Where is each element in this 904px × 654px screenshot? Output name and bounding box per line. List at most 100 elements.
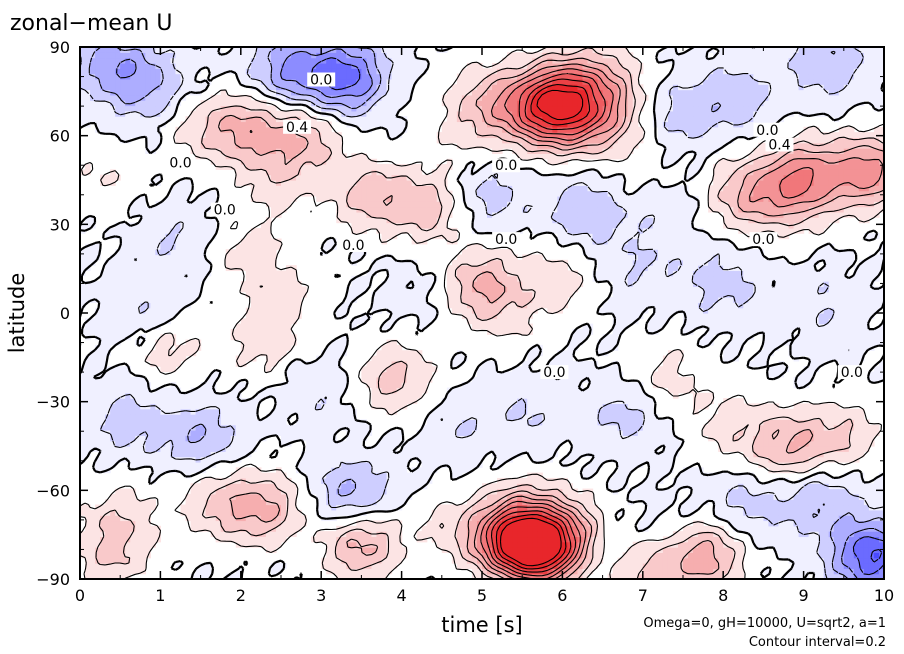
heat-cell [250, 483, 257, 490]
heat-cell [245, 467, 252, 474]
heat-cell [140, 440, 146, 447]
heat-cell [230, 52, 237, 59]
heat-cell [270, 73, 277, 80]
heat-cell [341, 89, 347, 96]
heat-cell [155, 467, 162, 474]
heat-cell [130, 302, 136, 309]
heat-cell [205, 525, 212, 532]
heat-cell [321, 371, 327, 378]
heat-cell [366, 110, 373, 117]
heat-cell [95, 62, 101, 69]
heat-cell [260, 89, 267, 96]
heat-cell [125, 78, 131, 85]
heat-cell [406, 62, 413, 69]
heat-cell [140, 132, 146, 139]
heat-cell [110, 84, 116, 91]
heat-cell [105, 110, 111, 117]
heat-cell [351, 84, 357, 91]
heat-cell [195, 419, 202, 426]
heat-cell [260, 509, 267, 516]
heat-cell [341, 62, 347, 69]
heat-cell [286, 318, 292, 325]
heat-cell [331, 398, 337, 405]
heat-cell [466, 84, 473, 91]
heat-cell [85, 376, 91, 383]
heat-cell [301, 398, 307, 405]
heat-cell [386, 270, 393, 277]
heat-cell [245, 344, 252, 351]
heat-cell [386, 265, 393, 272]
heat-cell [356, 440, 363, 447]
heat-cell [381, 392, 388, 399]
heat-cell [205, 217, 212, 224]
heat-cell [321, 483, 327, 490]
heat-cell [100, 360, 106, 367]
heat-cell [255, 344, 262, 351]
heat-cell [371, 456, 378, 463]
heat-cell [366, 499, 373, 506]
heat-cell [250, 105, 257, 112]
heat-cell [85, 547, 91, 553]
heat-cell [145, 142, 151, 149]
heat-cell [281, 531, 287, 538]
heat-cell [245, 472, 252, 479]
heat-cell [291, 148, 297, 154]
heat-cell [160, 387, 167, 394]
heat-cell [275, 142, 282, 149]
heat-cell [165, 446, 172, 452]
heat-cell [185, 265, 192, 272]
heat-cell [145, 446, 151, 452]
heat-cell [381, 525, 388, 532]
heat-cell [265, 185, 272, 192]
heat-cell [331, 57, 337, 64]
heat-cell [250, 504, 257, 511]
heat-cell [391, 307, 398, 314]
heat-cell [105, 424, 111, 431]
heat-cell [95, 243, 101, 250]
heat-cell [281, 62, 287, 69]
heat-cell [135, 536, 141, 543]
heat-cell [250, 180, 257, 186]
heat-cell [265, 238, 272, 245]
heat-cell [265, 254, 272, 261]
heat-cell [95, 414, 101, 420]
heat-cell [85, 281, 91, 287]
heat-cell [115, 435, 121, 442]
heat-cell [451, 525, 458, 532]
heat-cell [466, 185, 473, 192]
heat-cell [235, 531, 242, 538]
heat-cell [230, 446, 237, 452]
heat-cell [391, 499, 398, 506]
heat-cell [366, 382, 373, 389]
heat-cell [210, 456, 217, 463]
heat-cell [336, 153, 342, 160]
heat-cell [185, 440, 192, 447]
heat-cell [95, 382, 101, 389]
heat-cell [431, 531, 438, 538]
heat-cell [85, 552, 91, 559]
heat-cell [336, 142, 342, 149]
heat-cell [351, 430, 357, 436]
heat-cell [135, 557, 141, 564]
heat-cell [341, 78, 347, 85]
heat-cell [275, 126, 282, 133]
heat-cell [245, 307, 252, 314]
heat-cell [431, 435, 438, 442]
heat-cell [185, 116, 192, 123]
heat-cell [140, 313, 146, 319]
heat-cell [401, 392, 408, 399]
heat-cell [175, 249, 182, 256]
heat-cell [466, 525, 473, 532]
heat-cell [275, 430, 282, 436]
heat-cell [85, 531, 91, 538]
heat-cell [301, 132, 307, 139]
heat-cell [436, 525, 443, 532]
heat-cell [356, 195, 363, 202]
heat-cell [381, 110, 388, 117]
heat-cell [195, 504, 202, 511]
heat-cell [366, 467, 373, 474]
heat-cell [85, 217, 91, 224]
heat-cell [270, 195, 277, 202]
heat-cell [351, 552, 357, 559]
heat-cell [205, 201, 212, 208]
